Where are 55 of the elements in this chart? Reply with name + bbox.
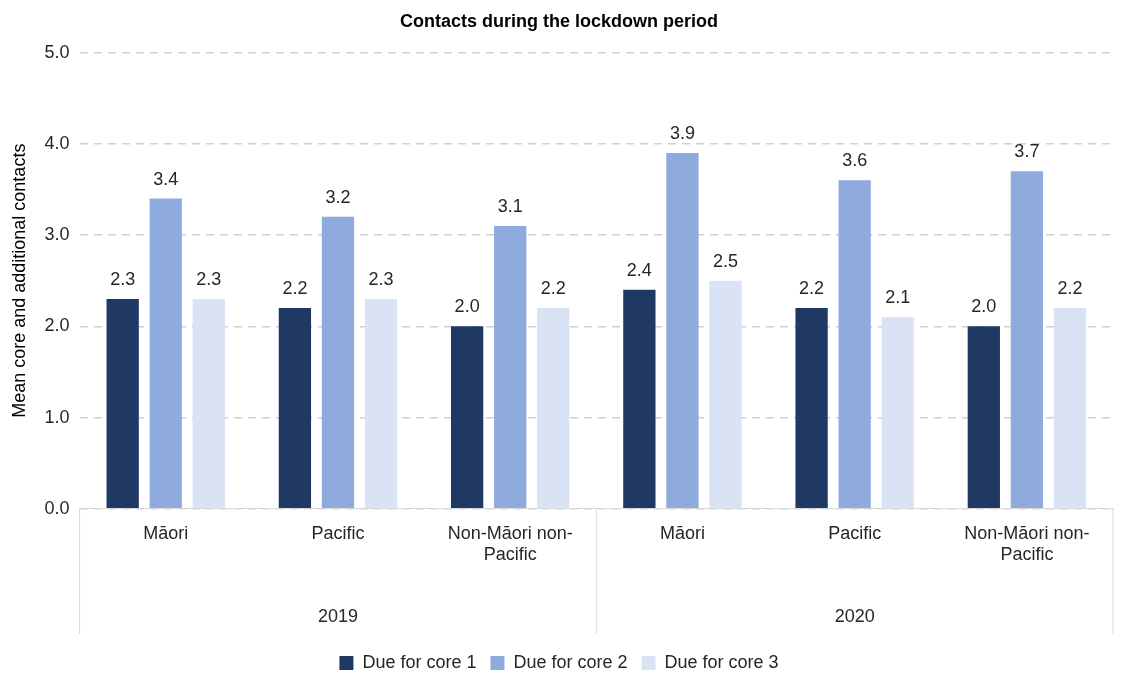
bar [106, 298, 139, 509]
data-label: 3.1 [497, 195, 523, 216]
bar [1010, 171, 1044, 509]
data-label: 2.2 [282, 278, 308, 299]
bar [1053, 308, 1087, 509]
y-axis-title: Mean core and additional contacts [8, 143, 29, 418]
y-tick-label: 4.0 [44, 132, 70, 153]
x-tick-label: Pacific [311, 522, 365, 543]
data-label: 3.4 [153, 168, 179, 189]
x-tick-label: Non-Māori non-Pacific [447, 522, 573, 565]
text: 2020 [834, 605, 875, 626]
y-tick-label: 1.0 [44, 406, 70, 427]
bar [881, 317, 914, 509]
data-label: 2.4 [626, 259, 652, 280]
x-tick-label: Non-Māori non-Pacific [964, 522, 1090, 565]
bar [278, 308, 312, 509]
data-label: 2.0 [971, 296, 997, 317]
data-label: 2.3 [368, 268, 394, 289]
x-tick-label: Māori [143, 522, 189, 543]
data-label: 2.2 [1057, 278, 1083, 299]
legend-label: Due for core 2 [513, 651, 628, 672]
data-label: 3.6 [842, 150, 868, 171]
bar [709, 280, 742, 509]
data-label: 2.3 [196, 268, 222, 289]
data-label: 3.9 [669, 122, 695, 143]
x-tick-label: Māori [659, 522, 705, 543]
y-tick-label: 3.0 [44, 224, 70, 245]
bar [795, 308, 828, 509]
bar [494, 225, 527, 509]
bar [666, 152, 699, 509]
data-label: 2.2 [799, 278, 825, 299]
data-label: 2.5 [712, 250, 738, 271]
y-tick-label: 5.0 [44, 41, 70, 62]
bar [450, 326, 484, 509]
bar [364, 298, 398, 509]
bar [537, 308, 570, 509]
bar [321, 216, 355, 509]
x-tick-label: Pacific [828, 522, 882, 543]
data-label: 3.2 [325, 186, 351, 207]
data-label: 2.0 [454, 296, 480, 317]
y-tick-label: 0.0 [44, 497, 70, 518]
legend-label: Due for core 1 [362, 651, 477, 672]
bar [967, 326, 1000, 509]
data-label: 2.3 [110, 268, 136, 289]
chart-title: Contacts during the lockdown period [399, 10, 719, 31]
text: 2019 [317, 605, 358, 626]
data-label: 2.1 [885, 287, 911, 308]
bar [838, 180, 871, 509]
data-label: 3.7 [1014, 141, 1040, 162]
data-label: 2.2 [540, 278, 566, 299]
bar [149, 198, 182, 509]
bar [623, 289, 656, 509]
y-tick-label: 2.0 [44, 315, 70, 336]
bar [192, 298, 225, 509]
legend-label: Due for core 3 [664, 651, 779, 672]
